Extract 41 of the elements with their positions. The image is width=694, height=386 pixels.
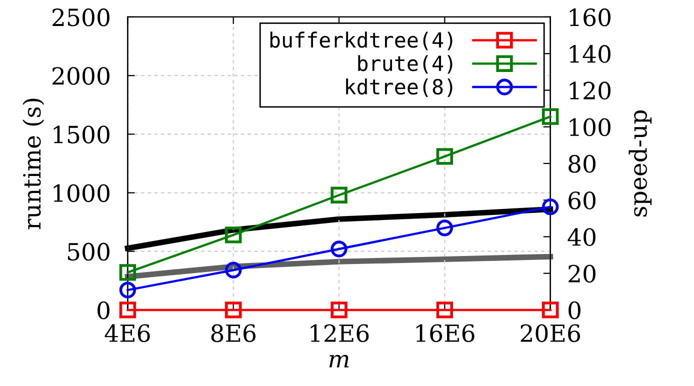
y-tick-label: 500 xyxy=(68,242,110,261)
x-tick-label: 12E6 xyxy=(310,324,369,342)
y2-tick-label: 20 xyxy=(568,264,596,283)
x-tick-label: 4E6 xyxy=(104,324,150,342)
point xyxy=(119,302,136,318)
point xyxy=(436,148,454,165)
y-tick-label: 2500 xyxy=(52,8,110,26)
point xyxy=(330,302,348,318)
y-tick-label: 1500 xyxy=(54,126,110,144)
legend-label: brute(4) xyxy=(358,55,452,74)
y2-tick-label: 80 xyxy=(568,154,596,173)
point xyxy=(436,220,454,236)
y2-tick-label: 60 xyxy=(568,192,596,210)
point xyxy=(225,302,242,318)
y-tick-label: 1000 xyxy=(54,184,110,202)
point xyxy=(225,226,242,244)
y2-tick-label: 100 xyxy=(570,118,611,136)
y-tick-label: 0 xyxy=(98,301,110,320)
point xyxy=(119,264,136,281)
point xyxy=(542,198,559,216)
point xyxy=(225,262,242,278)
x-axis-title: m xyxy=(329,354,349,368)
y2-tick-label: 120 xyxy=(570,82,611,100)
y2-axis-title: speed-up xyxy=(628,110,652,216)
point xyxy=(436,302,454,318)
y2-tick-label: 140 xyxy=(570,45,611,63)
legend-label: bufferkdtree(4) xyxy=(270,32,452,50)
y-tick-label: 2000 xyxy=(52,67,110,85)
y2-tick-label: 160 xyxy=(570,8,611,26)
legend-label: kdtree(8) xyxy=(346,78,452,98)
point xyxy=(119,282,136,298)
y2-tick-label: 40 xyxy=(568,228,596,246)
point xyxy=(330,240,348,258)
point xyxy=(330,186,348,204)
point xyxy=(542,302,559,318)
y2-tick-label: 0 xyxy=(568,301,580,320)
x-tick-label: 8E6 xyxy=(211,324,256,342)
point xyxy=(542,108,559,125)
x-tick-label: 20E6 xyxy=(520,324,580,342)
x-tick-label: 16E6 xyxy=(416,324,474,342)
y-axis-title: runtime (s) xyxy=(22,98,44,230)
